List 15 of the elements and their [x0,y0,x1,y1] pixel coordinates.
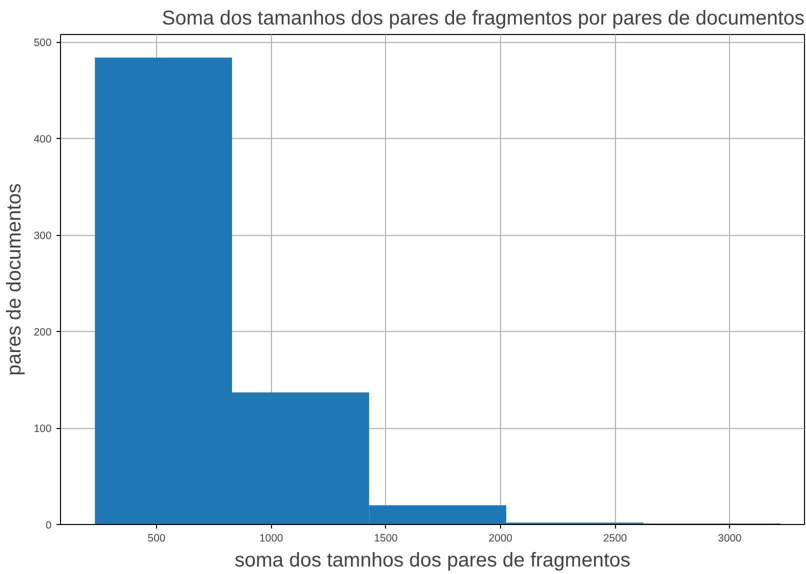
y-tick-label: 300 [34,230,52,242]
x-tick-label: 1000 [259,532,284,544]
y-tick-label: 400 [34,134,52,146]
x-tick-label: 2000 [488,532,512,544]
y-tick-label: 500 [34,37,52,50]
x-tick-label: 1500 [374,532,398,544]
y-tick-label: 100 [34,423,52,436]
chart-title: Soma dos tamanhos dos pares de fragmentos por pares de documentos [162,8,805,30]
x-tick-label: 2500 [603,532,628,544]
x-tick-label: 500 [148,532,166,544]
y-axis-title: pares de documentos [4,183,26,376]
y-tick-label: 0 [46,520,52,532]
x-axis-title: soma dos tamnhos dos pares de fragmentos [234,550,630,572]
y-tick-label: 200 [34,326,52,339]
x-tick-label: 3000 [718,532,742,544]
